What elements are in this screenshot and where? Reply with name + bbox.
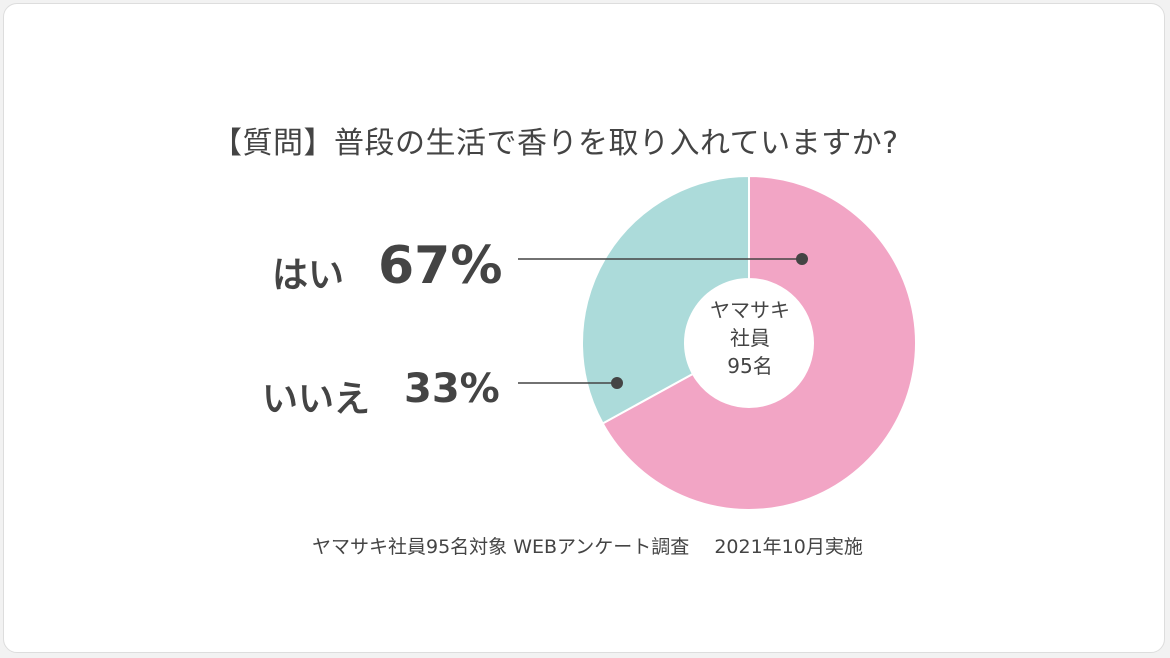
chart-title: 【質問】普段の生活で香りを取り入れていますか? xyxy=(212,126,899,161)
slice-value-yes: 67% xyxy=(378,236,503,296)
center-line-3: 95名 xyxy=(727,354,773,378)
leader-line-no-marker xyxy=(611,377,623,389)
slice-label-no: いいえ xyxy=(262,379,371,420)
center-line-2: 社員 xyxy=(730,326,770,350)
donut-slice-1 xyxy=(581,174,750,425)
donut-slice-0 xyxy=(601,174,917,511)
donut-slices xyxy=(581,174,917,511)
leader-lines xyxy=(518,253,808,389)
chart-footnote: ヤマサキ社員95名対象 WEBアンケート調査 2021年10月実施 xyxy=(312,536,863,558)
slice-value-no: 33% xyxy=(404,366,500,412)
donut-center-label: ヤマサキ 社員 95名 xyxy=(690,296,810,380)
center-line-1: ヤマサキ xyxy=(710,298,790,322)
slice-label-yes: はい xyxy=(272,255,345,296)
leader-line-yes-marker xyxy=(796,253,808,265)
